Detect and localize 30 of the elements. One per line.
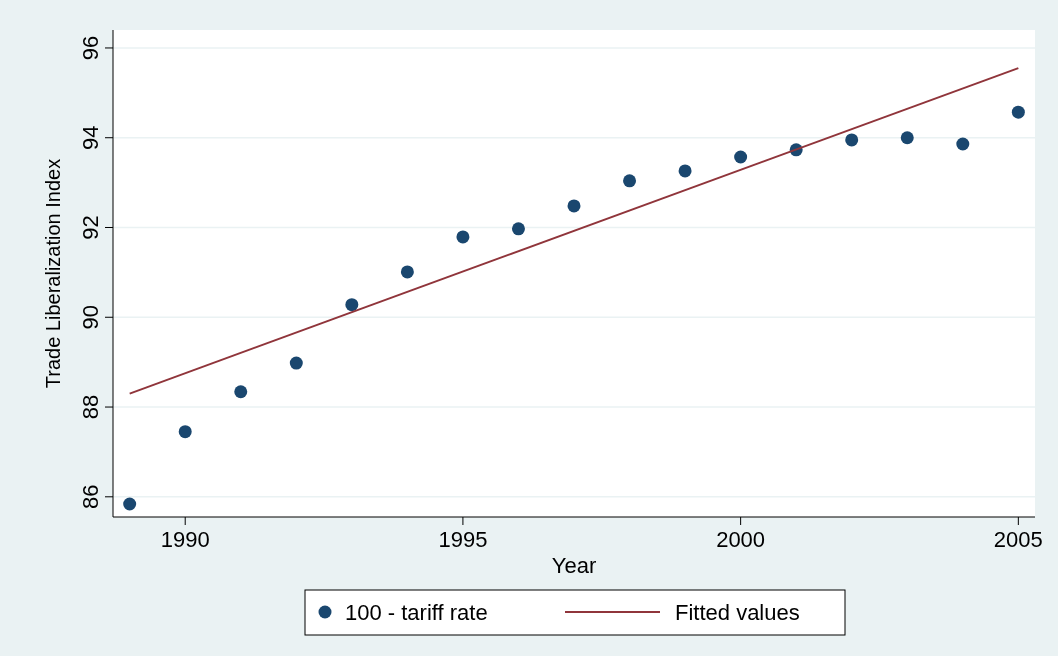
x-axis-title: Year	[551, 553, 597, 578]
point	[734, 150, 748, 164]
point	[623, 174, 637, 188]
point	[345, 298, 359, 312]
point	[289, 356, 303, 370]
point	[178, 425, 192, 439]
point	[400, 265, 414, 279]
point	[845, 133, 859, 147]
y-axis-title: Trade Liberalization Index	[42, 158, 64, 389]
y-tick-label: 92	[78, 215, 103, 240]
legend-label: Fitted values	[675, 600, 800, 625]
point	[678, 164, 692, 178]
y-tick-label: 96	[78, 35, 103, 61]
y-tick-label: 86	[78, 484, 103, 510]
y-tick-label: 88	[78, 394, 103, 420]
x-tick-label: 1995	[438, 527, 488, 552]
point	[234, 385, 248, 399]
point	[956, 137, 970, 151]
y-tick-label: 90	[78, 305, 103, 330]
point	[1011, 105, 1025, 119]
y-tick-label: 94	[78, 125, 103, 150]
x-tick-label: 2000	[716, 527, 766, 552]
point	[900, 131, 914, 145]
point	[567, 199, 581, 213]
point	[511, 222, 525, 236]
x-tick-label: 1990	[160, 527, 210, 552]
legend-label: 100 - tariff rate	[345, 600, 488, 625]
point	[456, 230, 470, 244]
point	[123, 497, 137, 511]
x-tick-label: 2005	[993, 527, 1043, 552]
